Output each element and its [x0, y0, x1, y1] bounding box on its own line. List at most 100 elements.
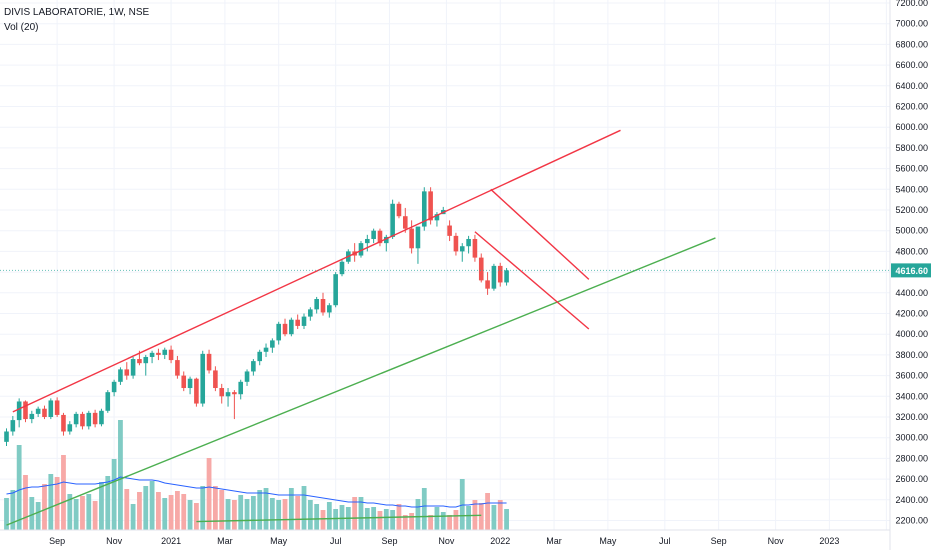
candle	[447, 220, 452, 242]
volume-ma-line	[6, 476, 507, 508]
candle-body	[225, 392, 231, 397]
volume-bar	[320, 510, 326, 530]
time-tick-label: Mar	[217, 536, 233, 546]
candle	[402, 207, 408, 233]
volume-bar	[504, 509, 509, 530]
volume-bar	[263, 488, 269, 530]
volume-bar	[175, 491, 180, 530]
volume-bar	[288, 488, 294, 530]
candle-body	[67, 424, 73, 432]
candle	[327, 303, 332, 318]
candle	[206, 349, 212, 374]
candle-body	[16, 401, 22, 421]
candle	[421, 187, 427, 231]
candle	[301, 313, 307, 330]
candle	[453, 232, 459, 256]
candle-body	[187, 378, 193, 389]
trendline	[474, 231, 590, 330]
trendlines[interactable]	[6, 129, 716, 526]
candle	[67, 421, 73, 435]
time-tick-label: May	[599, 536, 617, 546]
price-tick-label: 6000.00	[895, 122, 928, 132]
price-tick-label: 5000.00	[895, 226, 928, 236]
candle-body	[371, 230, 376, 239]
volume-bar	[269, 498, 275, 530]
volume-bar	[339, 505, 345, 530]
candle-body	[270, 340, 275, 348]
volume-bar	[358, 497, 364, 530]
candle	[434, 212, 440, 227]
candle-body	[447, 225, 452, 236]
volume-bar	[428, 515, 434, 530]
candle-body	[390, 203, 395, 237]
candle	[86, 410, 92, 430]
volume-bar	[250, 496, 256, 530]
candle-body	[54, 400, 60, 415]
trendline	[196, 514, 482, 523]
last-price-badge	[891, 263, 931, 278]
candle-body	[263, 347, 269, 352]
volume-bars	[4, 420, 509, 530]
symbol-title[interactable]: DIVIS LABORATORIE, 1W, NSE	[4, 7, 150, 18]
candle	[390, 199, 395, 239]
volume-bar	[377, 511, 383, 530]
candle-body	[421, 191, 427, 227]
volume-bar	[92, 501, 98, 530]
candle-body	[257, 351, 262, 362]
volume-bar	[187, 500, 193, 530]
candle	[225, 388, 231, 407]
candle	[48, 398, 54, 420]
candle	[29, 410, 35, 424]
candle	[80, 411, 85, 430]
candle-body	[453, 235, 459, 252]
time-axis[interactable]: Sep Nov 2021 Mar May Jul Sep Nov 2022 Mar May Jul Se…	[0, 529, 890, 546]
candle-body	[282, 323, 288, 335]
volume-bar	[73, 499, 79, 530]
price-tick-label: 6200.00	[895, 102, 928, 112]
candle-body	[478, 257, 484, 281]
volume-bar	[440, 512, 446, 530]
candle	[232, 390, 237, 420]
volume-bar	[143, 486, 149, 530]
candle-body	[434, 214, 440, 221]
time-tick-label: Nov	[438, 536, 455, 546]
volume-bar	[314, 504, 320, 530]
time-tick-label: Sep	[49, 536, 65, 546]
volume-bar	[434, 507, 440, 530]
volume-indicator-label[interactable]: Vol (20)	[4, 22, 39, 33]
candle	[384, 234, 389, 252]
volume-bar	[402, 515, 408, 530]
volume-bar	[162, 498, 168, 530]
candle	[263, 343, 269, 357]
candle	[118, 367, 123, 385]
chart-grid	[0, 0, 890, 530]
candle-body	[308, 309, 313, 317]
volume-bar	[421, 488, 427, 530]
candle	[35, 406, 41, 417]
candle-body	[181, 375, 187, 389]
volume-bar	[149, 481, 155, 530]
candle-body	[472, 238, 478, 258]
candle-body	[238, 381, 244, 395]
candle-body	[333, 274, 338, 306]
candle-body	[86, 412, 92, 427]
volume-bar	[301, 486, 307, 530]
volume-bar	[453, 510, 459, 530]
candle-body	[301, 316, 307, 326]
time-tick-label: Nov	[768, 536, 785, 546]
volume-bar	[352, 497, 358, 530]
volume-bar	[16, 445, 22, 530]
candle	[314, 296, 319, 314]
candle	[219, 383, 225, 404]
candle	[61, 412, 66, 436]
price-tick-label: 7200.00	[895, 0, 928, 8]
volume-bar	[67, 494, 73, 530]
volume-bar	[194, 503, 199, 530]
volume-bar	[35, 502, 41, 530]
price-tick-label: 6800.00	[895, 39, 928, 49]
price-axis[interactable]: 7200.00 7000.00 6800.00 6600.00 6400.00 6200.…	[889, 0, 931, 550]
volume-bar	[390, 510, 396, 530]
volume-bar	[105, 476, 111, 530]
price-tick-label: 2600.00	[895, 474, 928, 484]
